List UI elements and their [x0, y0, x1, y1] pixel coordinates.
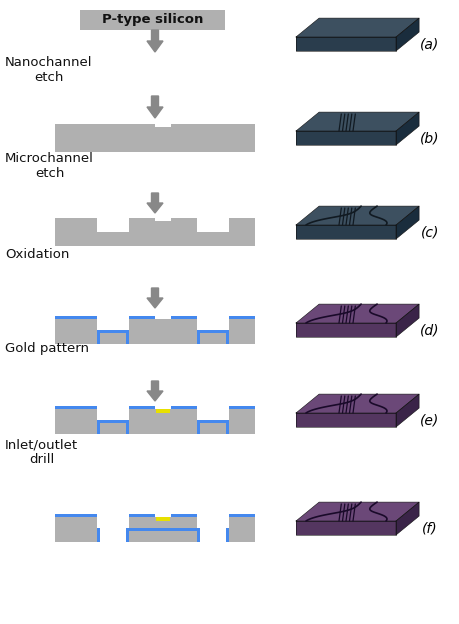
Polygon shape	[147, 30, 162, 52]
Bar	[129, 514, 196, 517]
Bar	[126, 528, 129, 542]
Text: Microchannel
etch: Microchannel etch	[5, 152, 94, 180]
Polygon shape	[295, 413, 395, 427]
Bar	[229, 316, 254, 330]
Bar	[97, 420, 129, 423]
Bar	[155, 514, 171, 517]
Text: (a): (a)	[420, 37, 439, 51]
Text: (b): (b)	[420, 131, 439, 145]
Bar	[126, 330, 129, 344]
Bar	[97, 420, 100, 434]
Bar	[129, 528, 196, 531]
Bar	[156, 409, 170, 413]
Polygon shape	[395, 304, 418, 337]
Polygon shape	[295, 112, 418, 131]
Text: Nanochannel
etch: Nanochannel etch	[5, 56, 92, 84]
Bar	[156, 517, 170, 521]
Polygon shape	[295, 131, 395, 145]
Bar	[229, 514, 254, 542]
Polygon shape	[295, 304, 418, 323]
Bar	[129, 514, 196, 528]
Bar	[55, 514, 97, 542]
Bar	[196, 420, 229, 423]
Polygon shape	[295, 18, 418, 37]
Text: Gold pattern: Gold pattern	[5, 342, 89, 355]
Bar	[97, 330, 100, 344]
Bar	[225, 528, 229, 542]
Bar	[80, 10, 224, 30]
Bar	[129, 528, 196, 542]
Text: (d): (d)	[420, 323, 439, 337]
Bar	[229, 514, 254, 517]
Text: Oxidation: Oxidation	[5, 248, 69, 261]
Bar	[225, 330, 229, 344]
Polygon shape	[295, 394, 418, 413]
Polygon shape	[295, 206, 418, 225]
Bar	[129, 316, 196, 330]
Bar	[196, 330, 229, 333]
Bar	[55, 316, 97, 319]
Text: (f): (f)	[421, 521, 437, 535]
Bar	[225, 420, 229, 434]
Bar	[55, 232, 254, 246]
Bar	[196, 330, 200, 344]
Polygon shape	[295, 37, 395, 51]
Bar	[196, 420, 200, 434]
Bar	[229, 218, 254, 232]
Polygon shape	[395, 394, 418, 427]
Bar	[129, 218, 196, 232]
Bar	[126, 420, 129, 434]
Text: (e): (e)	[420, 413, 439, 427]
Polygon shape	[147, 381, 162, 401]
Bar	[155, 124, 171, 127]
Bar	[155, 406, 171, 409]
Bar	[229, 316, 254, 319]
Polygon shape	[295, 225, 395, 239]
Text: Inlet/outlet
drill: Inlet/outlet drill	[5, 438, 78, 466]
Polygon shape	[295, 521, 395, 535]
Bar	[55, 316, 97, 330]
Polygon shape	[147, 96, 162, 118]
Polygon shape	[147, 193, 162, 213]
Bar	[196, 528, 200, 542]
Text: P-type silicon: P-type silicon	[101, 14, 203, 26]
Bar	[129, 406, 196, 420]
Bar	[55, 330, 254, 344]
Bar	[55, 124, 254, 152]
Bar	[155, 406, 171, 409]
Bar	[129, 316, 196, 319]
Bar	[55, 420, 254, 434]
Polygon shape	[395, 502, 418, 535]
Bar	[97, 528, 100, 542]
Polygon shape	[395, 18, 418, 51]
Bar	[229, 406, 254, 420]
Text: (c): (c)	[420, 225, 438, 239]
Polygon shape	[147, 288, 162, 308]
Bar	[229, 406, 254, 409]
Polygon shape	[295, 502, 418, 521]
Bar	[97, 330, 129, 333]
Bar	[55, 406, 97, 420]
Bar	[55, 406, 97, 409]
Polygon shape	[295, 323, 395, 337]
Polygon shape	[395, 206, 418, 239]
Bar	[129, 406, 196, 409]
Polygon shape	[395, 112, 418, 145]
Bar	[55, 514, 97, 517]
Bar	[155, 218, 171, 221]
Bar	[55, 218, 97, 232]
Bar	[155, 316, 171, 319]
